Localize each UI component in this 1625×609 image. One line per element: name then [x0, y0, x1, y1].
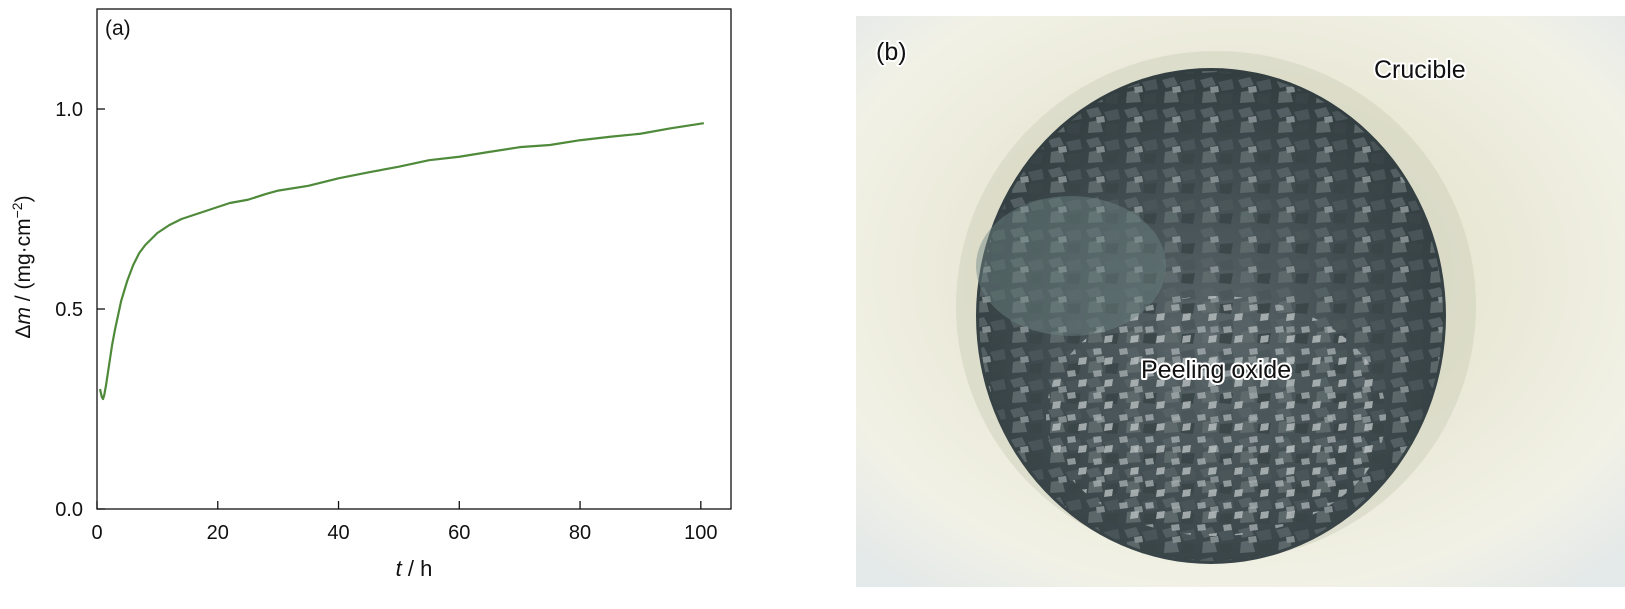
y-tick-label: 1.0: [55, 99, 83, 121]
x-tick-label: 0: [91, 522, 102, 544]
plot-frame: [96, 8, 732, 510]
y-axis-ticks: 0.0 0.5 1.0: [55, 99, 105, 521]
x-tick-label: 80: [569, 522, 591, 544]
y-tick-label: 0.0: [55, 499, 83, 521]
mass-gain-chart: (a) 0 20 40 60 80 100 0.0 0.5 1.0 t / h Δm / (m…: [9, 8, 732, 581]
photo-panel-b: (b) Crucible Peeling oxide: [856, 16, 1625, 587]
x-tick-label: 60: [448, 522, 470, 544]
x-tick-label: 100: [684, 522, 717, 544]
oxide-shiny-flakes: [1046, 296, 1386, 536]
y-axis-label: Δm / (mg·cm−2): [9, 195, 35, 338]
x-axis-ticks: 0 20 40 60 80 100: [91, 501, 717, 544]
crucible-label: Crucible: [1374, 56, 1466, 84]
oxide-dust-patch: [976, 196, 1166, 336]
crucible-photo: (b) Crucible Peeling oxide: [856, 16, 1625, 587]
peeling-oxide-label: Peeling oxide: [1141, 356, 1291, 384]
chart-panel-a: (a) 0 20 40 60 80 100 0.0 0.5 1.0 t / h Δm / (m…: [0, 0, 780, 604]
y-tick-label: 0.5: [55, 299, 83, 321]
x-axis-label: t / h: [396, 556, 433, 581]
x-tick-label: 40: [327, 522, 349, 544]
mass-gain-line: [98, 122, 704, 401]
x-tick-label: 20: [207, 522, 229, 544]
panel-label-b: (b): [876, 38, 907, 66]
panel-label-a: (a): [105, 17, 131, 40]
